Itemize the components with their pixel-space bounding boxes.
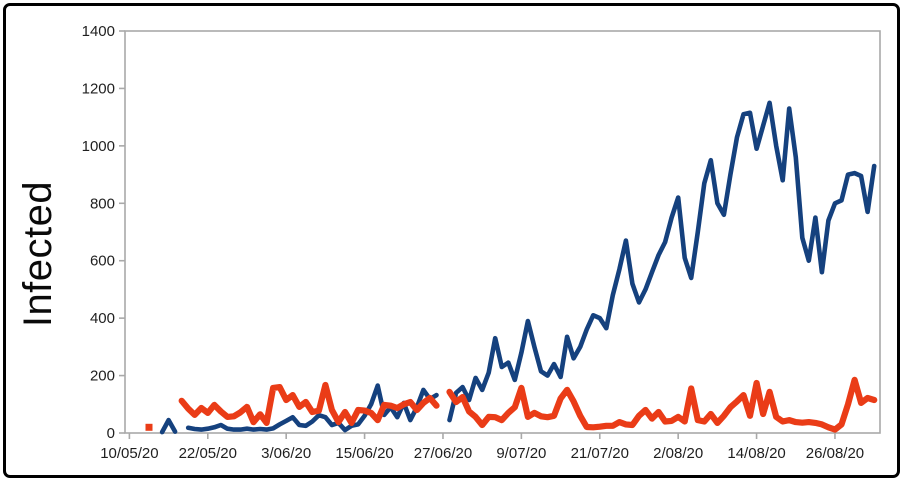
- x-tick-label: 9/07/20: [496, 445, 546, 462]
- x-tick-label: 10/05/20: [100, 445, 158, 462]
- series-orange-line: [446, 376, 878, 433]
- y-tick-label: 800: [90, 195, 115, 212]
- x-tick-label: 22/05/20: [179, 445, 237, 462]
- x-tick-label: 27/06/20: [414, 445, 472, 462]
- series-orange-point: [145, 423, 153, 431]
- y-tick-label: 200: [90, 368, 115, 385]
- y-tick-label: 600: [90, 253, 115, 270]
- plot-frame: [124, 30, 881, 434]
- x-tick-label: 14/08/20: [727, 445, 785, 462]
- y-tick-label: 1400: [82, 23, 115, 40]
- series-blue-line: [159, 417, 178, 435]
- y-tick-label: 0: [107, 425, 115, 442]
- series-orange-line: [178, 381, 440, 426]
- x-tick-label: 2/08/20: [653, 445, 703, 462]
- y-tick-label: 400: [90, 310, 115, 327]
- x-tick-label: 15/06/20: [335, 445, 393, 462]
- series-blue-line: [447, 100, 877, 423]
- y-tick-label: 1200: [82, 80, 115, 97]
- x-tick-label: 3/06/20: [261, 445, 311, 462]
- series-blue-line: [185, 383, 439, 433]
- x-tick-label: 26/08/20: [806, 445, 864, 462]
- y-tick-label: 1000: [82, 138, 115, 155]
- x-tick-label: 21/07/20: [571, 445, 629, 462]
